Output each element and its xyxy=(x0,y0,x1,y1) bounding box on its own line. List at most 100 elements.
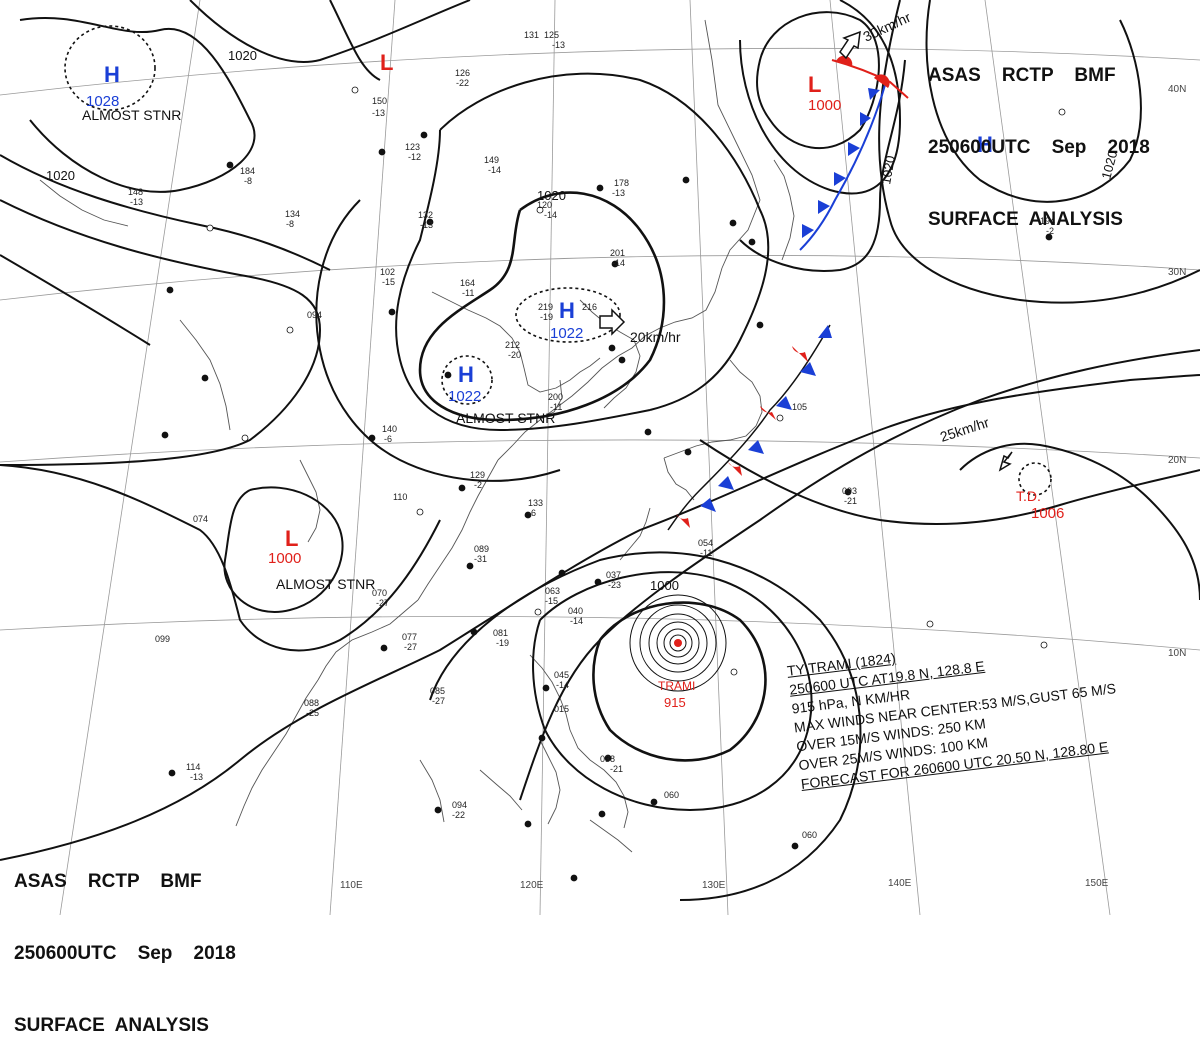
svg-text:132: 132 xyxy=(418,210,433,220)
svg-text:-11: -11 xyxy=(700,548,712,558)
svg-text:149: 149 xyxy=(484,155,499,165)
svg-text:-22: -22 xyxy=(452,810,465,820)
svg-text:134: 134 xyxy=(285,209,300,219)
svg-text:120E: 120E xyxy=(520,880,544,891)
svg-text:-27: -27 xyxy=(404,642,417,652)
header-line-3: SURFACE ANALYSIS xyxy=(928,209,1123,230)
header-line-3-bottom: SURFACE ANALYSIS xyxy=(14,1015,209,1036)
cold-front-north xyxy=(799,84,886,251)
svg-text:30N: 30N xyxy=(1168,267,1186,278)
svg-text:040: 040 xyxy=(568,606,583,616)
svg-text:110: 110 xyxy=(393,492,407,502)
svg-text:-15: -15 xyxy=(382,277,395,287)
chart-header-top: ASAS RCTP BMF 250600UTC Sep 2018 SURFACE… xyxy=(928,16,1150,256)
svg-text:133: 133 xyxy=(528,498,543,508)
typhoon-pressure: 915 xyxy=(664,695,686,710)
isobar-labels: 1020 1020 1020 1020 1020 1000 xyxy=(46,48,1120,593)
svg-text:063: 063 xyxy=(545,586,560,596)
svg-text:-8: -8 xyxy=(286,219,294,229)
svg-text:178: 178 xyxy=(614,178,629,188)
svg-text:-8: -8 xyxy=(244,176,252,186)
surface-analysis-map: H 1028 ALMOST STNR L L 1000 H H 1022 H 1… xyxy=(0,0,1200,915)
svg-text:-11: -11 xyxy=(462,288,474,298)
svg-text:130E: 130E xyxy=(702,880,726,891)
high-1022-value-west: 1022 xyxy=(448,388,481,405)
svg-text:099: 099 xyxy=(155,634,170,644)
svg-text:054: 054 xyxy=(698,538,713,548)
svg-text:-14: -14 xyxy=(544,210,557,220)
svg-text:094: 094 xyxy=(307,310,322,320)
typhoon-center xyxy=(674,639,682,647)
svg-text:-11: -11 xyxy=(550,402,562,412)
stationary-front xyxy=(667,324,832,531)
lat-lon-grid xyxy=(0,0,1200,915)
high-1022-value-east: 1022 xyxy=(550,325,583,342)
low-1000-value-north: 1000 xyxy=(808,97,841,114)
svg-text:1020: 1020 xyxy=(537,188,566,203)
typhoon-isobars xyxy=(629,594,727,692)
svg-text:-20: -20 xyxy=(508,350,521,360)
motion-arrows xyxy=(599,30,1013,472)
svg-text:-14: -14 xyxy=(488,165,501,175)
svg-text:-2: -2 xyxy=(1046,226,1054,236)
svg-text:114: 114 xyxy=(186,762,200,772)
svg-text:201: 201 xyxy=(610,248,625,258)
svg-text:-13: -13 xyxy=(420,220,433,230)
svg-text:1020: 1020 xyxy=(878,154,898,185)
high-1022-symbol-east: H xyxy=(559,298,575,323)
svg-text:105: 105 xyxy=(792,402,807,412)
svg-text:1020: 1020 xyxy=(1098,149,1120,181)
low-1000-value-west: 1000 xyxy=(268,550,301,567)
svg-text:-22: -22 xyxy=(456,78,469,88)
svg-text:1020: 1020 xyxy=(228,48,257,63)
svg-text:077: 077 xyxy=(402,632,417,642)
svg-text:ALMOST STNR: ALMOST STNR xyxy=(456,410,555,426)
station-plots xyxy=(161,86,1066,882)
svg-text:088: 088 xyxy=(304,698,319,708)
svg-text:-14: -14 xyxy=(556,680,569,690)
svg-text:085: 085 xyxy=(430,686,445,696)
svg-text:219: 219 xyxy=(538,302,553,312)
svg-text:-27: -27 xyxy=(376,598,389,608)
svg-text:-31: -31 xyxy=(474,554,487,564)
svg-text:081: 081 xyxy=(493,628,508,638)
svg-text:10N: 10N xyxy=(1168,648,1186,659)
low-symbol-north: L xyxy=(380,50,393,75)
svg-text:129: 129 xyxy=(470,470,485,480)
svg-text:150E: 150E xyxy=(1085,878,1109,889)
svg-text:184: 184 xyxy=(240,166,255,176)
chart-header-bottom: ASAS RCTP BMF 250600UTC Sep 2018 SURFACE… xyxy=(14,822,236,1062)
svg-text:140E: 140E xyxy=(888,878,912,889)
svg-text:045: 045 xyxy=(554,670,569,680)
svg-text:150: 150 xyxy=(372,96,387,106)
svg-text:015: 015 xyxy=(554,704,569,714)
td-symbol: T.D. xyxy=(1016,488,1041,504)
svg-text:212: 212 xyxy=(505,340,520,350)
svg-text:-23: -23 xyxy=(608,580,621,590)
svg-text:131: 131 xyxy=(524,30,539,40)
svg-text:120: 120 xyxy=(537,200,552,210)
svg-text:126: 126 xyxy=(455,68,470,78)
low-1000-symbol-west: L xyxy=(285,526,298,551)
svg-text:194: 194 xyxy=(1040,216,1055,226)
svg-text:ALMOST STNR: ALMOST STNR xyxy=(276,576,375,592)
warm-front-north xyxy=(831,55,909,99)
dotted-contours xyxy=(64,25,1052,496)
high-symbol-east: H xyxy=(977,132,993,157)
svg-text:037: 037 xyxy=(606,570,621,580)
svg-text:-19: -19 xyxy=(540,312,553,322)
svg-text:125: 125 xyxy=(544,30,559,40)
svg-text:110E: 110E xyxy=(340,880,363,891)
svg-text:20km/hr: 20km/hr xyxy=(630,329,681,345)
high-1022-symbol-west: H xyxy=(458,362,474,387)
high-1028-note: ALMOST STNR xyxy=(82,107,181,123)
svg-text:-13: -13 xyxy=(372,108,385,118)
svg-text:038: 038 xyxy=(600,754,615,764)
header-line-2: 250600UTC Sep 2018 xyxy=(928,137,1150,158)
svg-text:1020: 1020 xyxy=(46,168,75,183)
svg-text:-6: -6 xyxy=(384,434,392,444)
typhoon-name: TRAMI xyxy=(658,679,695,693)
svg-text:-6: -6 xyxy=(528,508,536,518)
svg-text:140: 140 xyxy=(382,424,397,434)
svg-text:-25: -25 xyxy=(306,708,319,718)
